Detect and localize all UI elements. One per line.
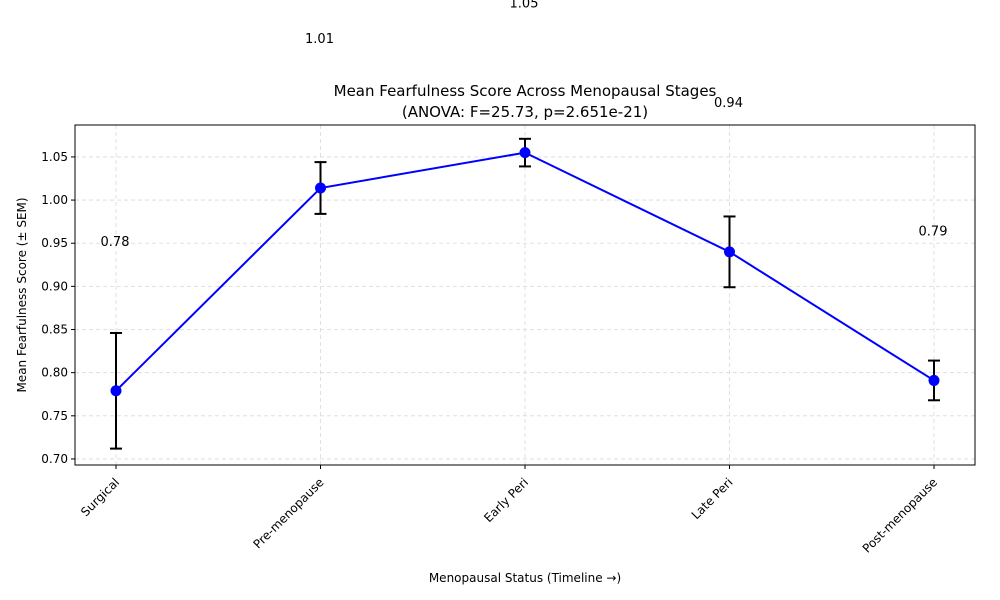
y-axis: 0.70 0.75 0.80 0.85 0.90 0.95 1.00 1.05 xyxy=(41,150,75,466)
chart-subtitle: (ANOVA: F=25.73, p=2.651e-21) xyxy=(402,103,648,121)
data-point xyxy=(110,385,122,397)
y-tick-label: 0.70 xyxy=(41,452,68,466)
x-tick-label: Early Peri xyxy=(481,475,531,525)
y-tick-label: 0.85 xyxy=(41,323,68,337)
x-axis: Surgical Pre-menopause Early Peri Late Peri… xyxy=(78,465,940,556)
y-tick-label: 0.80 xyxy=(41,366,68,380)
y-tick-label: 1.05 xyxy=(41,150,68,164)
data-point xyxy=(519,147,531,159)
x-tick-label: Pre-menopause xyxy=(251,475,327,551)
x-tick-label: Late Peri xyxy=(689,475,736,522)
y-tick-label: 0.75 xyxy=(41,409,68,423)
x-tick-label: Post-menopause xyxy=(860,475,940,555)
data-label: 1.01 xyxy=(305,32,334,47)
data-points xyxy=(110,147,940,397)
data-label: 1.05 xyxy=(510,0,539,12)
chart-title: Mean Fearfulness Score Across Menopausal… xyxy=(334,82,717,100)
x-tick-label: Surgical xyxy=(78,475,122,519)
data-label: 0.78 xyxy=(101,235,130,250)
data-point xyxy=(315,182,326,194)
error-bars xyxy=(110,137,940,450)
data-label: 0.94 xyxy=(714,96,743,111)
y-tick-label: 1.00 xyxy=(41,193,68,207)
data-point xyxy=(724,246,735,258)
data-labels: 0.78 1.01 1.05 0.94 0.79 xyxy=(101,0,948,250)
x-axis-label: Menopausal Status (Timeline →) xyxy=(429,571,621,585)
data-label: 0.79 xyxy=(919,224,948,239)
grid-lines xyxy=(75,125,975,465)
y-axis-label: Mean Fearfulness Score (± SEM) xyxy=(15,197,29,392)
data-point xyxy=(928,374,940,386)
y-tick-label: 0.95 xyxy=(41,236,68,250)
y-tick-label: 0.90 xyxy=(41,279,68,293)
